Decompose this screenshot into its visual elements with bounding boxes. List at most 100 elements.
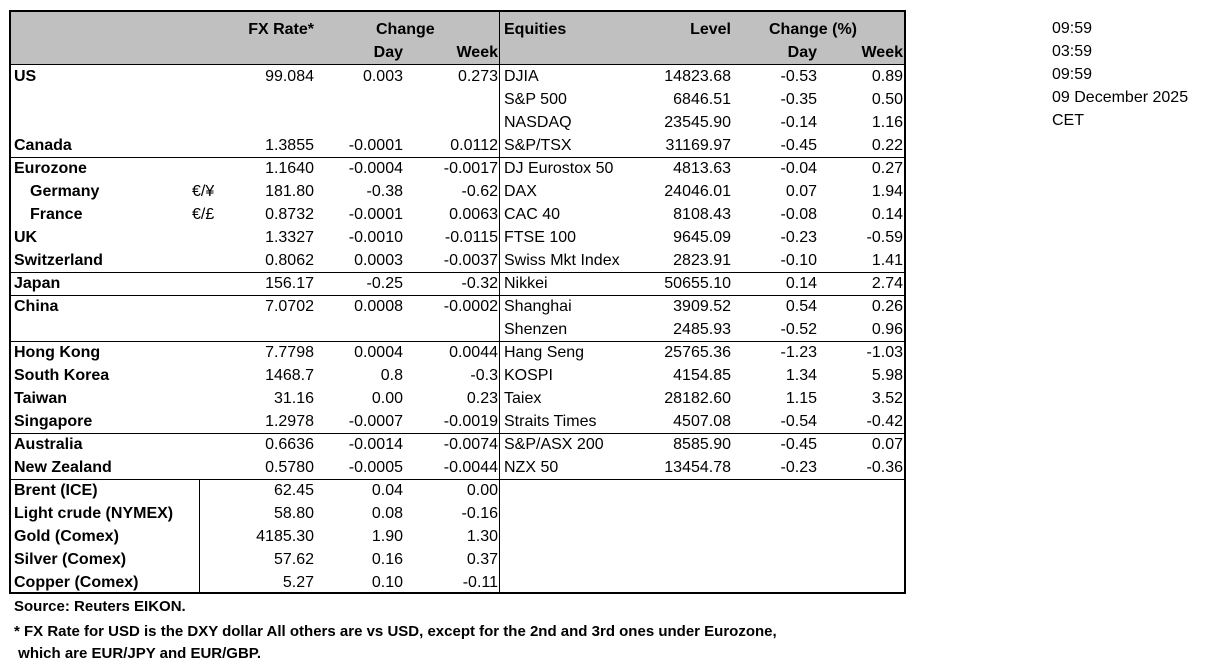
- equity-name-cell: CAC 40: [504, 206, 561, 223]
- eq-week-cell: [831, 479, 903, 502]
- level-cell: [641, 548, 731, 571]
- table-row: Australia 0.6636 -0.0014 -0.0074 S&P/ASX 200…: [11, 433, 904, 456]
- name-cell: Gold (Comex): [14, 528, 119, 545]
- table-row: Switzerland 0.8062 0.0003 -0.0037 Swiss Mkt …: [11, 249, 904, 273]
- equity-name-cell: DJ Eurostox 50: [504, 160, 614, 177]
- name-cell: UK: [14, 229, 38, 246]
- fx-rate-cell: 58.80: [273, 505, 314, 522]
- level-cell: 2823.91: [673, 252, 731, 269]
- table-row: Gold (Comex) 4185.30 1.90 1.30: [11, 525, 904, 548]
- level-cell: 4507.08: [673, 413, 731, 430]
- name-cell: [14, 318, 194, 341]
- eq-week-cell: -0.42: [866, 413, 903, 430]
- level-cell: 23545.90: [664, 114, 731, 131]
- equity-name-cell: S&P 500: [504, 91, 567, 108]
- name-cell: Singapore: [14, 413, 93, 430]
- eq-day-cell: -0.23: [780, 459, 817, 476]
- fx-rate-cell: [211, 318, 314, 341]
- equity-name-cell: [504, 502, 644, 525]
- name-cell: Eurozone: [14, 160, 87, 177]
- eq-day-cell: 1.15: [785, 390, 817, 407]
- fx-day-cell: -0.0010: [348, 229, 403, 246]
- eq-week-cell: 2.74: [871, 275, 903, 292]
- eq-day-cell: -0.53: [780, 68, 817, 85]
- eq-day-cell: -1.23: [780, 344, 817, 361]
- level-cell: 4154.85: [673, 367, 731, 384]
- name-cell: [14, 88, 194, 111]
- eq-week-cell: [831, 502, 903, 525]
- fx-rate-cell: [211, 88, 314, 111]
- fx-week-cell: -0.11: [462, 574, 498, 591]
- table-row: Japan 156.17 -0.25 -0.32 Nikkei 50655.10 0.14 2…: [11, 272, 904, 296]
- fx-week-cell: 0.00: [466, 482, 498, 499]
- fx-day-cell: -0.0001: [348, 206, 403, 223]
- fx-day-cell: [331, 111, 403, 134]
- eq-week-cell: 0.50: [871, 91, 903, 108]
- eq-week-cell: -1.03: [866, 344, 903, 361]
- table-row: Copper (Comex) 5.27 0.10 -0.11: [11, 571, 904, 594]
- eq-week-cell: 0.27: [871, 160, 903, 177]
- fx-week-cell: 0.23: [466, 390, 498, 407]
- fx-rate-cell: 4185.30: [256, 528, 314, 545]
- fx-rate-cell: 1.2978: [265, 413, 314, 430]
- eq-day-cell: -0.45: [780, 436, 817, 453]
- fx-day-cell: 0.10: [371, 574, 403, 591]
- equity-name-cell: FTSE 100: [504, 229, 577, 246]
- table-header: FX Rate* Change Day Week Equities Level …: [11, 12, 904, 65]
- fx-week-cell: -0.0044: [443, 459, 498, 476]
- eq-week-cell: 1.94: [871, 183, 903, 200]
- fx-week-cell: [411, 318, 498, 341]
- level-cell: 9645.09: [673, 229, 731, 246]
- eq-week-cell: 1.16: [871, 114, 903, 131]
- eq-day-cell: -0.35: [780, 91, 817, 108]
- equity-name-cell: NASDAQ: [504, 114, 572, 131]
- level-cell: 31169.97: [665, 137, 731, 154]
- pair-cell: €/¥: [192, 183, 215, 200]
- header-week: Week: [456, 44, 498, 61]
- table-row: UK 1.3327 -0.0010 -0.0115 FTSE 100 9645.09 -0.…: [11, 226, 904, 249]
- header-eq-week: Week: [861, 44, 903, 61]
- equity-name-cell: [504, 525, 644, 548]
- header-change: Change: [376, 21, 435, 38]
- fx-week-cell: [411, 111, 498, 134]
- header-eq-day: Day: [787, 44, 817, 61]
- fx-rate-cell: 62.45: [273, 482, 314, 499]
- table-row: South Korea 1468.7 0.8 -0.3 KOSPI 4154.85 1.34…: [11, 364, 904, 387]
- eq-day-cell: -0.10: [780, 252, 817, 269]
- eq-week-cell: 0.07: [871, 436, 903, 453]
- equity-name-cell: DAX: [504, 183, 537, 200]
- name-cell: Silver (Comex): [14, 551, 127, 568]
- eq-week-cell: -0.59: [866, 229, 903, 246]
- level-cell: [641, 525, 731, 548]
- header-fx-rate: FX Rate*: [248, 21, 314, 38]
- name-cell: New Zealand: [14, 459, 112, 476]
- header-level: Level: [690, 21, 731, 38]
- name-cell: Japan: [14, 275, 61, 292]
- name-cell: Light crude (NYMEX): [14, 505, 174, 522]
- fx-week-cell: 0.0112: [450, 137, 498, 154]
- market-data-table: FX Rate* Change Day Week Equities Level …: [9, 10, 906, 594]
- eq-week-cell: 5.98: [871, 367, 903, 384]
- fx-day-cell: 0.08: [371, 505, 403, 522]
- fx-week-cell: -0.3: [470, 367, 498, 384]
- table-row: New Zealand 0.5780 -0.0005 -0.0044 NZX 50 134…: [11, 456, 904, 480]
- fx-rate-cell: 0.8732: [265, 206, 314, 223]
- eq-day-cell: 0.14: [785, 275, 817, 292]
- table-row: Shenzen 2485.93 -0.52 0.96: [11, 318, 904, 342]
- fx-day-cell: 0.00: [371, 390, 403, 407]
- eq-week-cell: 0.96: [871, 321, 903, 338]
- fx-week-cell: 0.0063: [449, 206, 498, 223]
- eq-week-cell: [831, 548, 903, 571]
- eq-week-cell: 3.52: [871, 390, 903, 407]
- eq-day-cell: -0.45: [780, 137, 817, 154]
- table-row: Eurozone 1.1640 -0.0004 -0.0017 DJ Eurostox …: [11, 157, 904, 180]
- eq-week-cell: 0.89: [871, 68, 903, 85]
- eq-day-cell: 1.34: [785, 367, 817, 384]
- fx-day-cell: -0.25: [366, 275, 403, 292]
- name-cell: US: [14, 68, 37, 85]
- timestamp-line: 09:59: [1052, 66, 1093, 83]
- fx-day-cell: 0.0004: [354, 344, 403, 361]
- column-divider: [499, 12, 500, 592]
- eq-day-cell: [751, 479, 817, 502]
- fx-day-cell: 0.0008: [354, 298, 403, 315]
